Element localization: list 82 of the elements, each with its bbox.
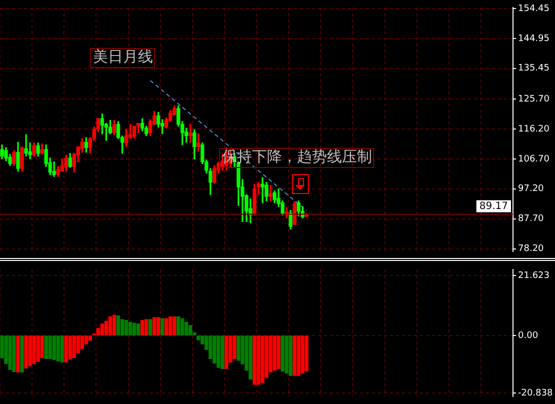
bar <box>292 336 296 376</box>
y-tick-label: 144.95 <box>518 34 550 44</box>
bar <box>304 336 308 372</box>
bar <box>144 319 148 336</box>
bar <box>220 336 224 369</box>
bar <box>24 336 28 368</box>
bar <box>252 336 256 385</box>
bar <box>208 336 212 360</box>
bar <box>88 336 92 341</box>
bar <box>176 316 180 336</box>
candlestick <box>24 134 28 156</box>
y-tick-label: 116.20 <box>518 124 550 134</box>
bar <box>112 314 116 336</box>
bar <box>52 336 56 360</box>
bar <box>300 336 304 374</box>
bar <box>276 336 280 369</box>
bar <box>44 336 48 360</box>
bar <box>140 320 144 336</box>
bar <box>180 318 184 336</box>
bar <box>108 316 112 336</box>
bar <box>116 316 120 336</box>
y-tick-label: 135.45 <box>518 64 550 74</box>
bar <box>20 336 24 372</box>
y-tick-label: 97.20 <box>518 184 544 194</box>
bar <box>36 336 40 362</box>
bar <box>172 316 176 336</box>
bar <box>248 336 252 380</box>
bar <box>164 318 168 336</box>
bar <box>284 336 288 374</box>
bar <box>256 336 260 385</box>
bar <box>156 317 160 336</box>
annotation: 美日月线 <box>93 47 153 66</box>
y-tick-label: 78.20 <box>518 244 544 254</box>
y-tick-label: 21.623 <box>518 271 550 282</box>
bar <box>48 336 52 360</box>
bar <box>76 336 80 354</box>
bar <box>28 336 32 366</box>
bar <box>148 319 152 336</box>
bar <box>272 336 276 371</box>
bar <box>280 336 284 372</box>
bar <box>68 336 72 360</box>
bar <box>184 322 188 336</box>
bar <box>40 336 44 358</box>
bar <box>72 336 76 358</box>
bar <box>296 336 300 376</box>
bar <box>80 336 84 350</box>
bar <box>136 324 140 336</box>
y-tick-label: 154.45 <box>518 4 550 14</box>
bar <box>120 319 124 336</box>
y-tick-label: 125.70 <box>518 94 550 104</box>
bar <box>32 336 36 364</box>
ref-line-label: 89.17 <box>479 200 508 212</box>
bar <box>64 336 68 362</box>
bar <box>188 325 192 336</box>
bar <box>160 318 164 336</box>
bar <box>216 336 220 368</box>
bar <box>96 328 100 336</box>
bar <box>132 322 136 336</box>
y-tick-label: 87.70 <box>518 214 544 224</box>
bar <box>196 336 200 340</box>
candlestick <box>268 184 272 202</box>
bar <box>128 322 132 336</box>
bar <box>16 336 20 372</box>
y-tick-label: 0.00 <box>518 330 538 341</box>
bar <box>232 336 236 360</box>
candlestick <box>260 177 264 204</box>
y-tick-label: -20.838 <box>518 388 554 398</box>
bar <box>260 336 264 384</box>
bar <box>8 336 12 370</box>
bar <box>124 320 128 336</box>
bar <box>236 336 240 361</box>
bar <box>60 336 64 362</box>
bar <box>104 320 108 336</box>
annotation: 保持下降，趋势线压制 <box>222 147 372 166</box>
bar <box>288 336 292 376</box>
bar <box>12 336 16 372</box>
bar <box>224 336 228 369</box>
bar <box>152 317 156 336</box>
bar <box>56 336 60 362</box>
bar <box>100 324 104 336</box>
bar <box>168 316 172 336</box>
y-tick-label: 106.70 <box>518 154 550 164</box>
